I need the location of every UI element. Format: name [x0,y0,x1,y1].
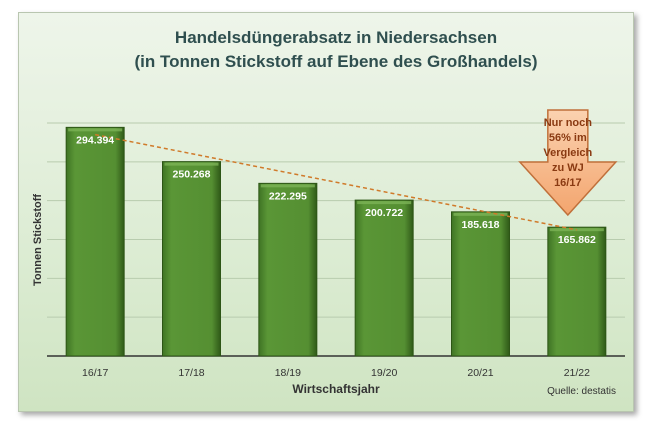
bar [451,211,510,357]
bar-highlight [68,128,123,132]
bar [258,182,318,357]
data-label: 222.295 [269,190,307,202]
annotation-text-line: zu WJ [552,162,584,174]
bar-highlight [164,162,219,166]
data-label: 250.268 [173,169,211,181]
x-tick-label: 16/17 [82,367,108,379]
x-tick-label: 18/19 [275,367,301,379]
annotation-text-line: 56% im [549,132,587,144]
data-label: 185.618 [462,219,500,231]
down-arrow-shape [518,109,618,217]
bar-highlight [357,201,412,205]
bar [162,161,221,357]
annotation-text-line: Nur noch [544,117,593,129]
bar [547,226,607,357]
x-axis-label: Wirtschaftsjahr [292,382,380,396]
data-label: 165.862 [558,234,596,246]
source-note: Quelle: destatis [547,386,616,397]
bar-highlight [453,212,508,216]
chart-subtitle: (in Tonnen Stickstoff auf Ebene des Groß… [135,52,538,71]
bar [65,126,125,357]
data-label: 294.394 [76,134,114,146]
x-tick-label: 21/22 [564,367,590,379]
chart-title: Handelsdüngerabsatz in Niedersachsen [175,28,497,47]
bar-highlight [260,184,315,188]
annotation-text-line: Vergleich [543,147,592,159]
data-label: 200.722 [365,207,403,219]
y-axis-label: Tonnen Stickstoff [32,194,44,286]
annotation-text-line: 16/17 [554,177,582,189]
bar [354,199,414,357]
trendline [95,133,577,231]
annotation-arrow: Nur noch 56% im Vergleich zu WJ 16/17 [518,109,618,217]
x-tick-label: 17/18 [178,367,204,379]
x-tick-label: 20/21 [467,367,493,379]
x-tick-label: 19/20 [371,367,397,379]
